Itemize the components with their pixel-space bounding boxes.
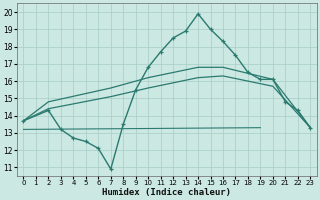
X-axis label: Humidex (Indice chaleur): Humidex (Indice chaleur): [102, 188, 231, 197]
